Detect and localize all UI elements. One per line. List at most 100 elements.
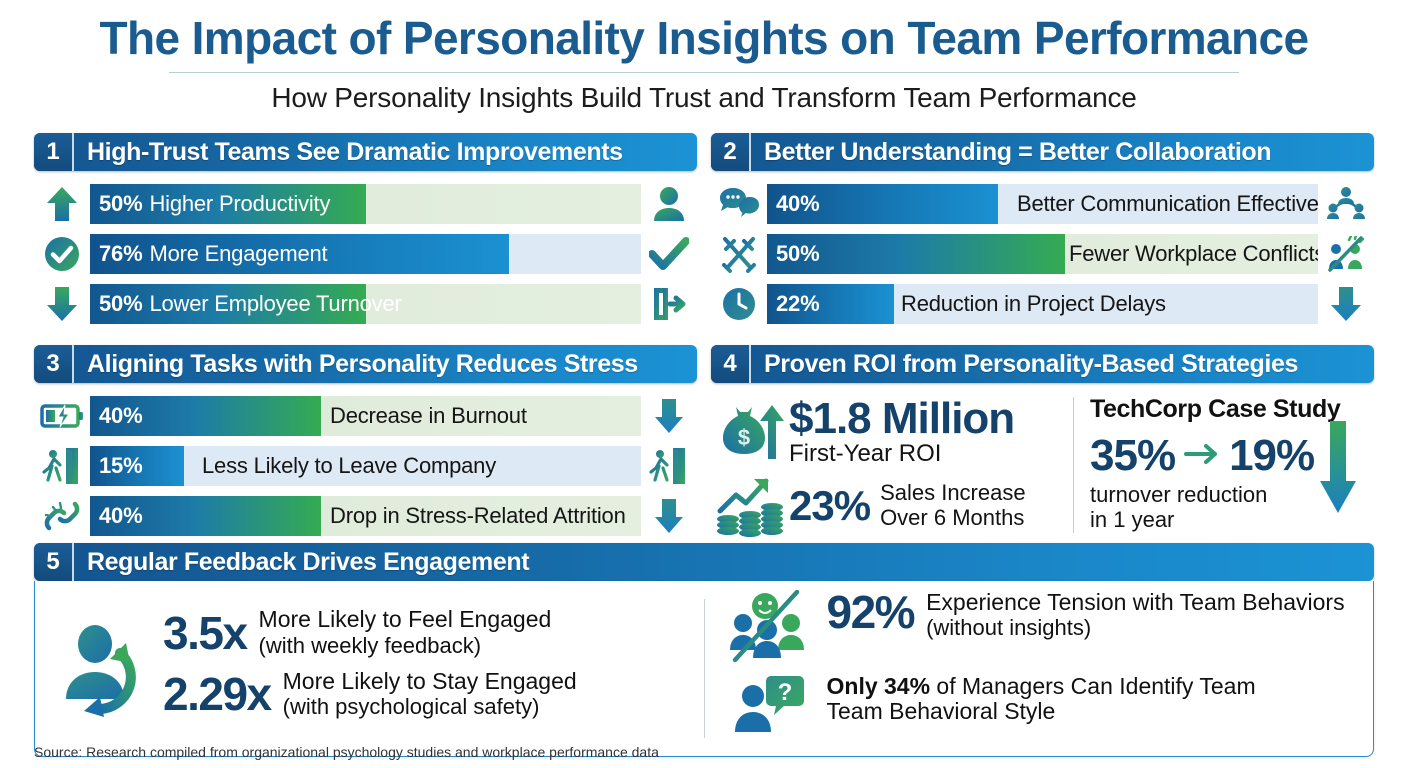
roi-money-text: $1.8 Million First-Year ROI: [789, 394, 1015, 467]
svg-text:$: $: [738, 425, 750, 450]
panel-5-body: 3.5x More Likely to Feel Engaged (with w…: [34, 581, 1374, 757]
tension-text-block: 92%: [827, 589, 916, 635]
exit-door-icon: [641, 285, 697, 323]
engaged-line1: More Likely to Feel Engaged: [258, 606, 552, 632]
panel-4-header: 4 Proven ROI from Personality-Based Stra…: [711, 345, 1374, 383]
source-note: Source: Research compiled from organizat…: [34, 744, 659, 760]
stat-row: 76% More Engagement: [34, 231, 697, 277]
progress-bar: 40% Better Communication Effectiveness: [767, 184, 1318, 224]
bar-text: Less Likely to Leave Company: [202, 453, 497, 478]
tension-line2: (without insights): [926, 615, 1092, 641]
conflict-blocked-icon: [1318, 236, 1374, 272]
person-question-icon: ?: [723, 674, 815, 736]
battery-low-icon: [34, 402, 90, 430]
bar-text: Higher Productivity: [149, 191, 331, 216]
list-item: ? Only 34% of Managers Can Identify Team…: [723, 672, 1374, 736]
case-note-line1: turnover reduction: [1090, 482, 1268, 507]
bar-text: Better Communication Effectiveness: [1017, 191, 1318, 216]
stat-row: 50% Lower Employee Turnover: [34, 281, 697, 327]
managers-line2: Team Behavioral Style: [826, 698, 1056, 725]
bar-percent: 50%: [776, 241, 820, 266]
panel-5-left-rows: 3.5x More Likely to Feel Engaged (with w…: [163, 606, 704, 730]
stay-engaged-multiplier: 2.29x: [163, 668, 272, 721]
team-network-icon: [1318, 186, 1374, 222]
case-from-value: 35%: [1090, 431, 1176, 480]
panel-2: 2 Better Understanding = Better Collabor…: [711, 133, 1374, 331]
bar-text: Drop in Stress-Related Attrition: [330, 503, 626, 528]
bar-percent: 22%: [776, 291, 820, 316]
progress-bar: 50% Fewer Workplace Conflicts: [767, 234, 1318, 274]
arrow-down-icon: [641, 397, 697, 435]
roi-money-item: $ $1.8 Million First-Year ROI: [711, 395, 1069, 469]
case-to-value: 19%: [1229, 431, 1315, 480]
panel-3-title: Aligning Tasks with Personality Reduces …: [87, 349, 638, 378]
progress-bar: 50% Higher Productivity: [90, 184, 641, 224]
tension-caption: Experience Tension with Team Behaviors (…: [926, 588, 1345, 642]
stay-engaged-caption: More Likely to Stay Engaged (with psycho…: [282, 667, 577, 721]
tension-line1: Experience Tension with Team Behaviors: [926, 588, 1345, 615]
panel-4: 4 Proven ROI from Personality-Based Stra…: [711, 345, 1374, 543]
bar-fill: [90, 396, 322, 436]
panel-2-body: 40% Better Communication Effectiveness: [711, 171, 1374, 327]
progress-bar: 50% Lower Employee Turnover: [90, 284, 641, 324]
engaged-line2: (with weekly feedback): [258, 632, 482, 658]
managers-value: Only 34%: [826, 672, 931, 699]
panel-5-header: 5 Regular Feedback Drives Engagement: [34, 543, 1374, 581]
team-tension-icon: [723, 589, 815, 662]
roi-sales-line2: Over 6 Months: [880, 505, 1025, 530]
bar-fill: [767, 234, 1065, 274]
stay-engaged-line1: More Likely to Stay Engaged: [282, 667, 577, 694]
bar-percent: 15%: [99, 453, 143, 478]
bar-label: 40% Better Communication Effectiveness: [767, 184, 1318, 224]
stat-row: 50% Fewer Workplace Conflicts: [711, 231, 1374, 277]
panel-3-body: 40% Decrease in Burnout: [34, 383, 697, 539]
roi-sales-line1: Sales Increase: [880, 480, 1026, 506]
check-circle-icon: [34, 235, 90, 273]
bar-label: 76% More Engagement: [90, 234, 641, 274]
bar-fill: [90, 184, 366, 224]
progress-bar: 15% Less Likely to Leave Company: [90, 446, 641, 486]
roi-sales-text: 23% Sales Increase Over 6 Months: [789, 481, 1026, 530]
roi-sales-caption: Sales Increase Over 6 Months: [880, 481, 1026, 530]
engaged-caption: More Likely to Feel Engaged (with weekly…: [258, 606, 552, 659]
bar-fill: [90, 496, 322, 536]
bar-fill: [767, 284, 894, 324]
progress-bar: 22% Reduction in Project Delays: [767, 284, 1318, 324]
arrow-right-icon: [1184, 443, 1220, 470]
progress-bar: 76% More Engagement: [90, 234, 641, 274]
list-item: 3.5x More Likely to Feel Engaged (with w…: [163, 606, 704, 659]
bar-label: 22% Reduction in Project Delays: [767, 284, 1318, 324]
panel-2-title: Better Understanding = Better Collaborat…: [764, 137, 1272, 166]
panel-4-title: Proven ROI from Personality-Based Strate…: [764, 349, 1298, 378]
person-exit-icon: [34, 446, 90, 486]
panel-2-header: 2 Better Understanding = Better Collabor…: [711, 133, 1374, 171]
bar-fill: [90, 234, 509, 274]
bar-label: 15% Less Likely to Leave Company: [90, 446, 641, 486]
arrow-down-icon: [641, 497, 697, 535]
panel-1-header: 1 High-Trust Teams See Dramatic Improvem…: [34, 133, 697, 171]
roi-money-value: $1.8 Million: [789, 394, 1015, 444]
panel-grid: 1 High-Trust Teams See Dramatic Improvem…: [34, 133, 1374, 543]
bar-percent: 40%: [99, 503, 143, 528]
bar-fill: [767, 184, 999, 224]
crossed-swords-icon: [711, 235, 767, 273]
clock-icon: [711, 285, 767, 323]
case-study-note: turnover reduction in 1 year: [1090, 482, 1374, 532]
bar-label: 50% Fewer Workplace Conflicts: [767, 234, 1318, 274]
case-study-numbers: 35% 19%: [1090, 431, 1374, 481]
stay-engaged-line2: (with psychological safety): [282, 694, 540, 720]
money-bag-growth-icon: $: [711, 401, 789, 463]
panel-5: 5 Regular Feedback Drives Engagement 3.5…: [34, 543, 1374, 757]
bar-text: Decrease in Burnout: [330, 403, 527, 428]
arrow-down-icon: [34, 285, 90, 323]
stat-row: 22% Reduction in Project Delays: [711, 281, 1374, 327]
panel-3-header: 3 Aligning Tasks with Personality Reduce…: [34, 345, 697, 383]
chart-coins-icon: [711, 475, 789, 537]
person-icon: [641, 185, 697, 223]
case-note-line2: in 1 year: [1090, 506, 1175, 532]
title-divider: [169, 72, 1239, 74]
bar-text: Lower Employee Turnover: [149, 291, 402, 316]
managers-line1-rest: of Managers Can Identify Team: [930, 672, 1256, 699]
panel-1-title: High-Trust Teams See Dramatic Improvemen…: [87, 137, 623, 166]
engaged-multiplier: 3.5x: [163, 606, 248, 659]
